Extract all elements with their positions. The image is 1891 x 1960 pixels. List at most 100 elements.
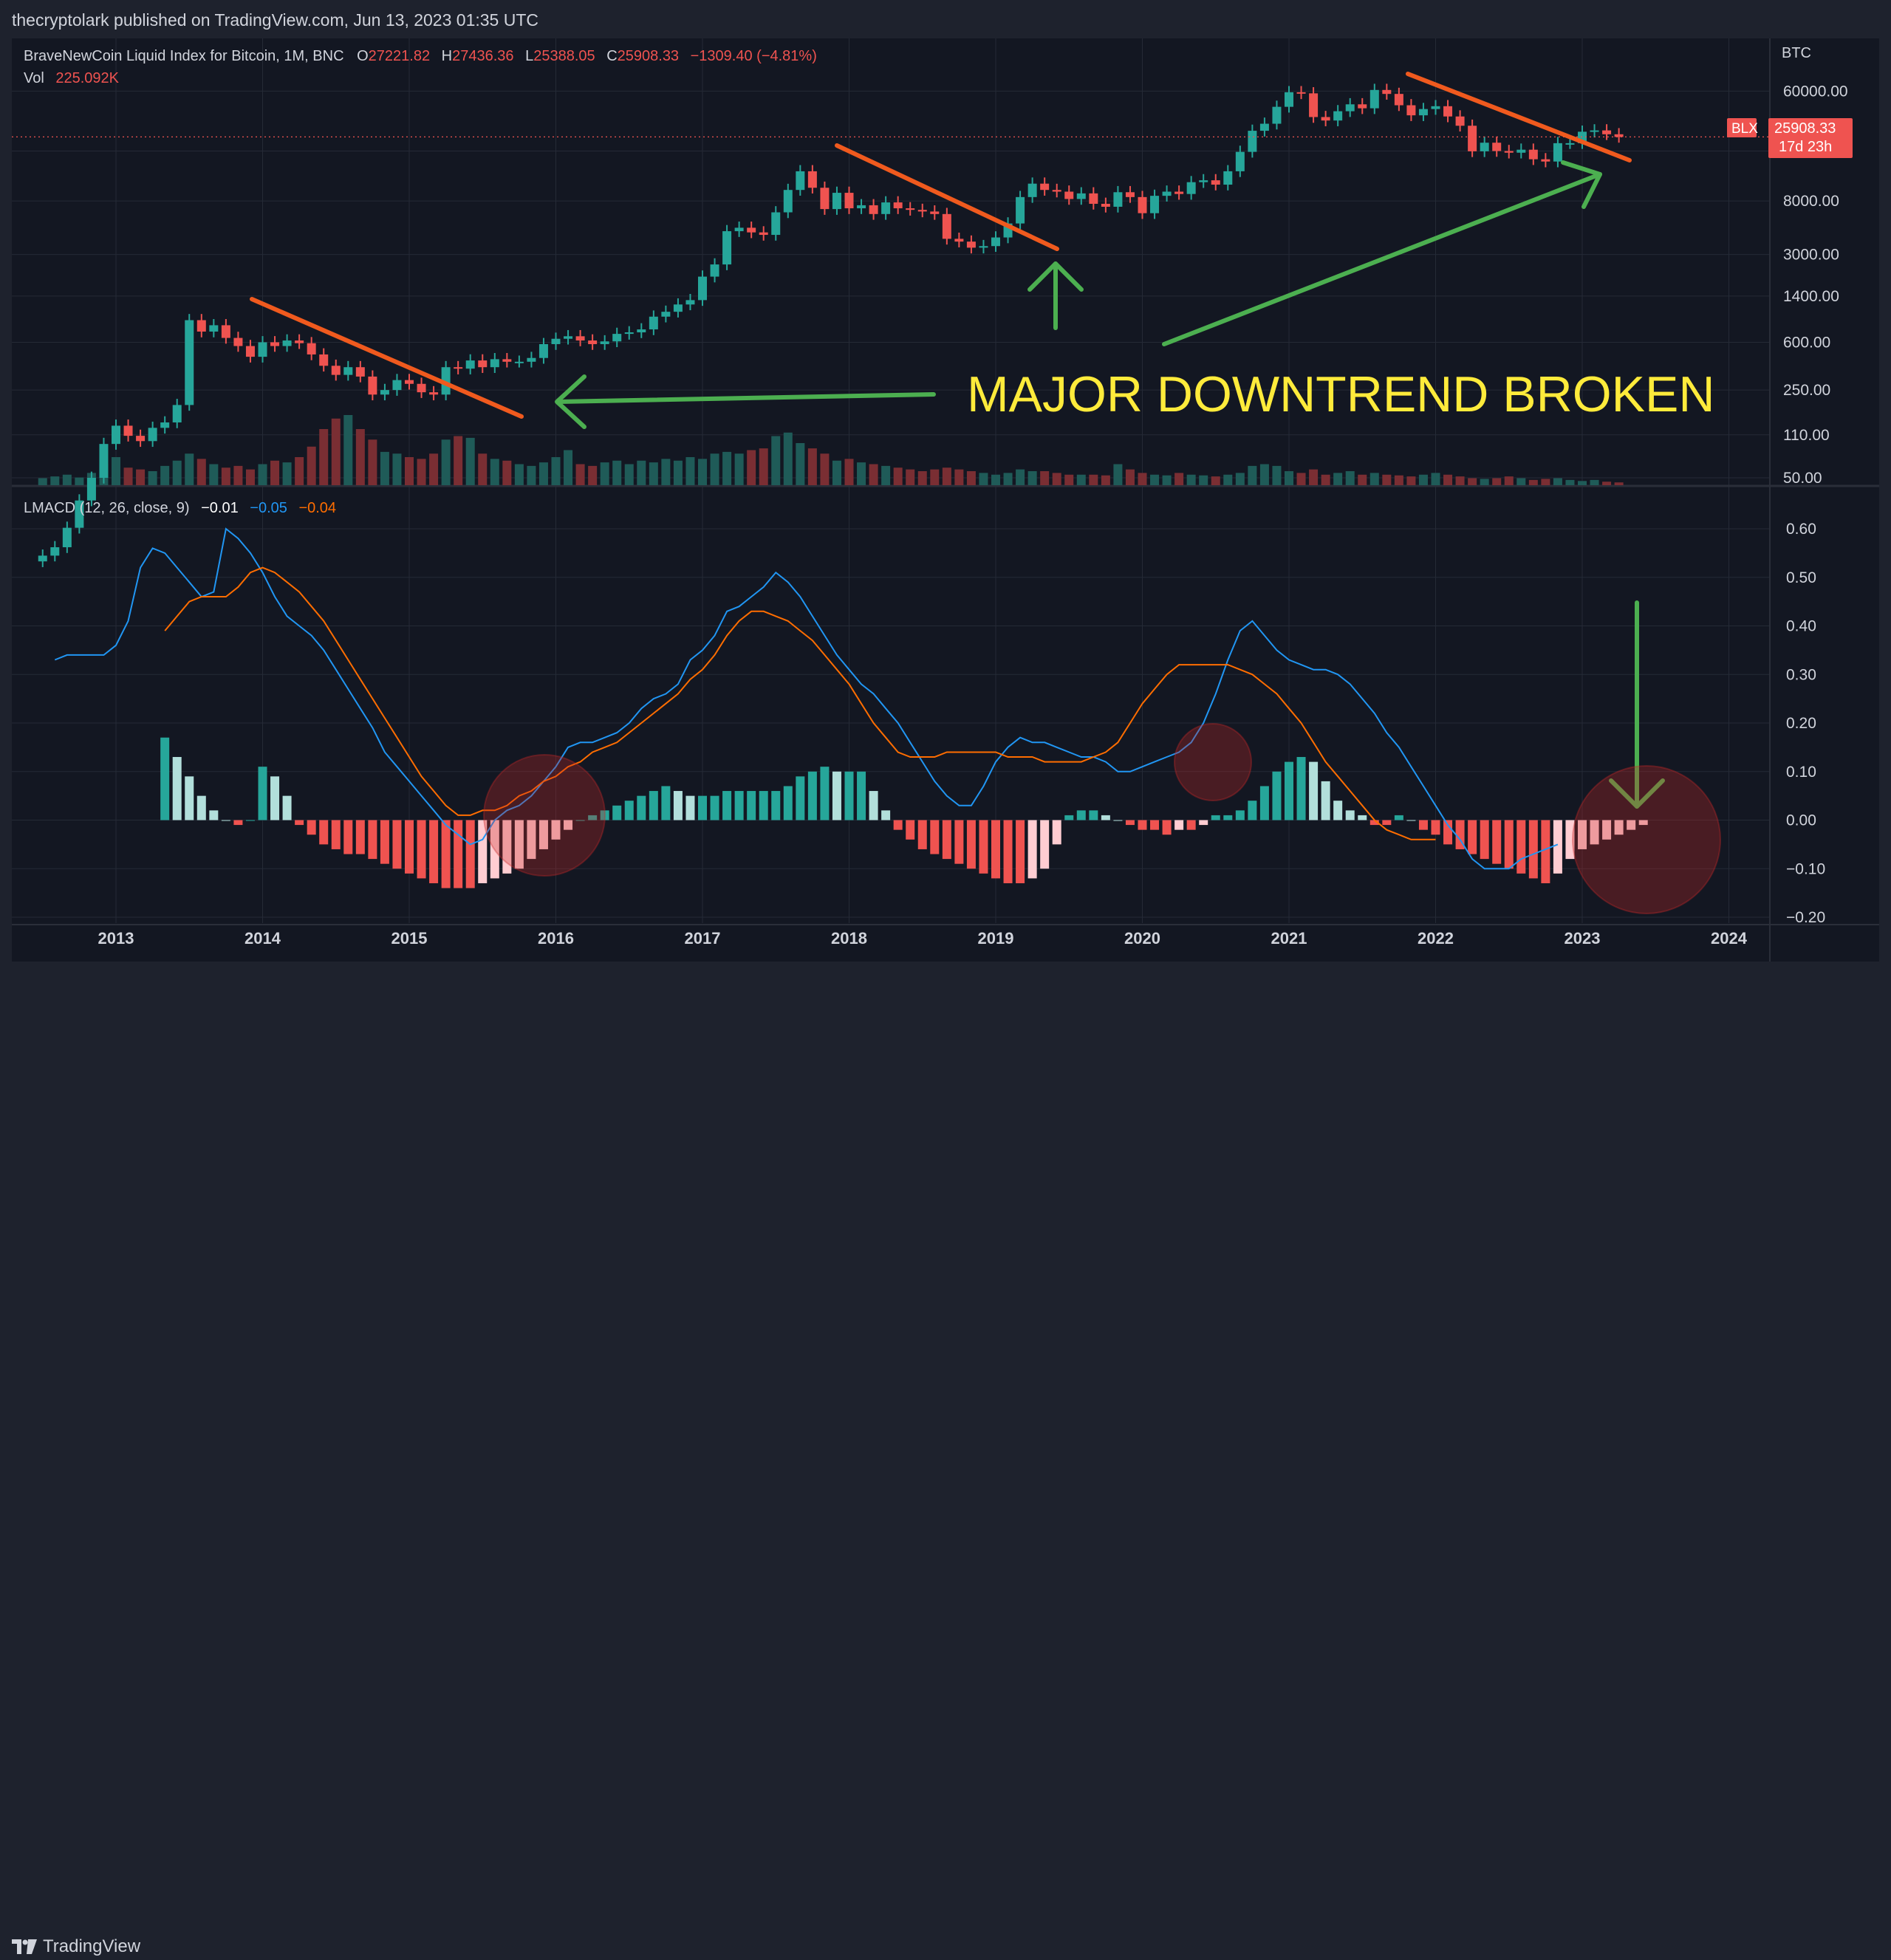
candle-body xyxy=(1492,143,1502,151)
time-tick-label: 2013 xyxy=(98,929,134,948)
volume-bar xyxy=(624,464,634,485)
candle-body xyxy=(747,227,756,233)
histogram-bar xyxy=(551,820,561,840)
histogram-bar xyxy=(1627,820,1636,830)
legend-high-label: H xyxy=(442,48,452,64)
histogram-bar xyxy=(1443,820,1453,845)
candle-body xyxy=(1541,159,1550,162)
volume-bar xyxy=(893,467,903,485)
chart-frame[interactable]: MAJOR DOWNTREND BROKEN 60000.0020000.008… xyxy=(12,38,1879,962)
volume-bar xyxy=(673,460,683,485)
candle-body xyxy=(1174,191,1184,194)
volume-bar xyxy=(417,459,426,485)
candle-body xyxy=(1394,94,1403,106)
candle-body xyxy=(624,332,634,335)
volume-bar xyxy=(551,457,561,485)
candle-body xyxy=(282,340,292,346)
legend-change: −1309.40 (−4.81%) xyxy=(691,48,817,64)
volume-bar xyxy=(196,459,206,485)
histogram-bar xyxy=(1089,810,1098,820)
candle-body xyxy=(1480,143,1489,151)
candle-body xyxy=(123,425,133,436)
histogram-bar xyxy=(368,820,377,860)
candle-body xyxy=(538,343,548,358)
histogram-bar xyxy=(441,820,451,888)
histogram-bar xyxy=(600,810,609,820)
volume-bar xyxy=(954,469,964,485)
candle-body xyxy=(1248,131,1257,152)
candle-body xyxy=(417,383,426,393)
candle-body xyxy=(1309,93,1319,117)
candle-body xyxy=(1223,171,1233,185)
histogram-bar xyxy=(588,815,598,820)
volume-bar xyxy=(722,451,732,485)
candle-body xyxy=(1614,134,1624,137)
candle-body xyxy=(319,354,329,366)
histogram-bar xyxy=(917,820,927,849)
volume-bar xyxy=(331,418,341,485)
volume-bar xyxy=(148,471,157,485)
volume-bar xyxy=(1480,479,1489,485)
histogram-bar xyxy=(807,771,817,820)
volume-bar xyxy=(661,459,671,485)
candle-body xyxy=(1455,116,1465,126)
volume-bar xyxy=(538,462,548,485)
volume-bar xyxy=(1089,474,1098,485)
candle-body xyxy=(564,336,573,339)
candle-body xyxy=(343,367,353,375)
candle-body xyxy=(734,227,744,232)
histogram-bar xyxy=(1333,801,1343,820)
candle-body xyxy=(1211,180,1220,185)
histogram-bar xyxy=(1516,820,1526,874)
volume-bar xyxy=(1590,479,1599,485)
downtrend-line xyxy=(250,297,524,419)
histogram-bar xyxy=(1211,815,1220,820)
candle-body xyxy=(612,334,622,342)
badge-price: 25908.33 xyxy=(1774,120,1836,137)
candle-body xyxy=(50,546,60,556)
highlight-circle xyxy=(1572,765,1721,914)
candle-body xyxy=(1443,106,1453,117)
candle-body xyxy=(1150,196,1160,213)
volume-bar xyxy=(1076,474,1086,485)
tradingview-logo-icon xyxy=(12,1939,37,1954)
volume-bar xyxy=(966,471,976,485)
candle-body xyxy=(588,340,598,344)
volume-bar xyxy=(1358,474,1367,485)
candle-body xyxy=(38,555,47,562)
histogram-bar xyxy=(221,820,230,821)
candle-body xyxy=(331,366,341,375)
volume-bar xyxy=(185,453,194,485)
volume-bar xyxy=(857,462,866,485)
candle-body xyxy=(1064,191,1074,199)
tradingview-logo[interactable]: TradingView xyxy=(12,1933,140,1960)
histogram-bar xyxy=(820,767,830,820)
histogram-bar xyxy=(649,791,658,820)
candle-body xyxy=(906,208,915,210)
volume-bar xyxy=(881,465,891,485)
chart-svg[interactable]: MAJOR DOWNTREND BROKEN 60000.0020000.008… xyxy=(12,38,1879,962)
histogram-bar xyxy=(1638,820,1648,826)
volume-bar xyxy=(1199,475,1208,485)
volume-bar xyxy=(209,464,219,485)
candle-body xyxy=(844,193,854,209)
candle-body xyxy=(185,320,194,405)
histogram-bar xyxy=(331,820,341,849)
candle-body xyxy=(75,500,84,528)
volume-bar xyxy=(1016,469,1025,485)
histogram-bar xyxy=(319,820,329,845)
time-tick-label: 2019 xyxy=(978,929,1014,948)
histogram-bar xyxy=(869,791,878,820)
histogram-bar xyxy=(624,801,634,820)
time-tick-label: 2022 xyxy=(1418,929,1454,948)
volume-bar xyxy=(612,460,622,485)
candle-body xyxy=(1040,183,1050,191)
volume-bar xyxy=(1541,479,1550,485)
histogram-bar xyxy=(1394,815,1403,820)
candle-body xyxy=(637,329,646,333)
histogram-bar xyxy=(612,805,622,820)
volume-bar xyxy=(50,476,60,485)
histogram-bar xyxy=(307,820,316,835)
price-tick-label: 600.00 xyxy=(1783,334,1830,351)
histogram-bar xyxy=(1223,815,1233,820)
